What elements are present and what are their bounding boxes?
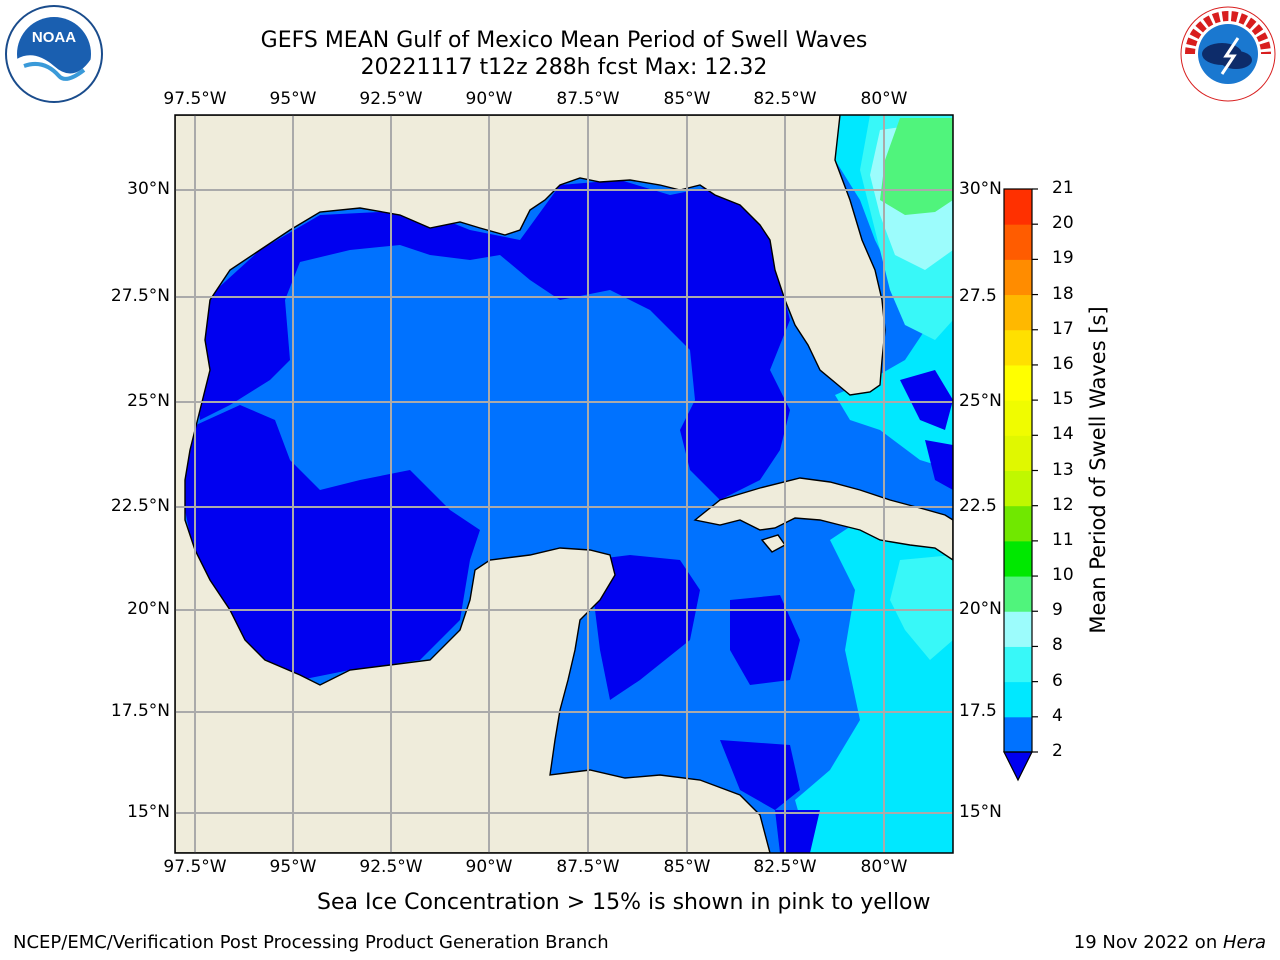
lat-tick-label-left: 15°N	[127, 802, 170, 822]
lon-tick-label-top: 85°W	[663, 89, 711, 109]
chart-subtitle: 20221117 t12z 288h fcst Max: 12.32	[360, 55, 768, 80]
colorbar-tick-label: 15	[1052, 389, 1074, 410]
colorbar-tick-label: 12	[1052, 494, 1074, 515]
colorbar-tick-label: 9	[1052, 600, 1063, 621]
colorbar	[1003, 188, 1038, 782]
colorbar-under-extension	[1003, 751, 1033, 782]
lat-tick-label-left: 17.5°N	[110, 701, 170, 721]
colorbar-tick-label: 4	[1052, 705, 1063, 726]
lon-tick-label-bottom: 80°W	[860, 857, 908, 877]
colorbar-tick-label: 17	[1052, 318, 1074, 339]
colorbar-label: Mean Period of Swell Waves [s]	[1086, 306, 1110, 634]
colorbar-tick-label: 18	[1052, 283, 1074, 304]
north-america-land	[175, 115, 886, 853]
lon-tick-label-top: 92.5°W	[359, 89, 423, 109]
land-masses	[175, 115, 953, 853]
chart-title: GEFS MEAN Gulf of Mexico Mean Period of …	[260, 28, 868, 53]
map-frame	[174, 114, 954, 854]
colorbar-band	[1004, 611, 1032, 647]
colorbar-tick-label: 21	[1052, 178, 1074, 198]
swell-under-2-west	[185, 405, 480, 680]
lat-tick-label-right: 25°N	[959, 391, 1002, 411]
lon-tick-label-bottom: 97.5°W	[163, 857, 227, 877]
nws-logo	[1180, 6, 1276, 102]
lat-tick-label-right: 27.5	[959, 286, 997, 306]
map-area	[175, 115, 953, 853]
credit-text: NCEP/EMC/Verification Post Processing Pr…	[13, 932, 609, 953]
colorbar-band	[1004, 189, 1032, 225]
noaa-logo-text: NOAA	[32, 29, 76, 46]
colorbar-tick-label: 13	[1052, 459, 1074, 480]
colorbar-tick-label: 20	[1052, 213, 1074, 234]
colorbar-band	[1004, 259, 1032, 296]
colorbar-band	[1004, 400, 1032, 436]
lat-tick-label-left: 30°N	[127, 179, 170, 199]
colorbar-band	[1004, 329, 1032, 366]
colorbar-band	[1004, 540, 1032, 577]
lat-tick-label-right: 20°N	[959, 599, 1002, 619]
lat-tick-label-right: 30°N	[959, 179, 1002, 199]
lon-tick-label-top: 97.5°W	[163, 89, 227, 109]
swell-under-2-southeast	[775, 810, 820, 853]
colorbar-band	[1004, 435, 1032, 471]
swell-under-2-caribbean	[730, 595, 800, 685]
lat-tick-label-right: 17.5	[959, 701, 997, 721]
ice-note: Sea Ice Concentration > 15% is shown in …	[317, 890, 931, 915]
lon-tick-label-bottom: 90°W	[465, 857, 513, 877]
colorbar-band	[1004, 681, 1032, 718]
gridlines	[175, 115, 953, 853]
colorbar-tick-label: 11	[1052, 529, 1074, 550]
colorbar-tick-label: 2	[1052, 741, 1063, 761]
swell-under-2-yucatan	[590, 555, 700, 700]
lon-tick-label-top: 90°W	[465, 89, 513, 109]
lat-tick-label-right: 15°N	[959, 802, 1002, 822]
lat-tick-label-right: 22.5	[959, 496, 997, 516]
lat-tick-label-left: 27.5°N	[110, 286, 170, 306]
colorbar-tick-label: 16	[1052, 353, 1074, 374]
colorbar-band	[1004, 364, 1032, 401]
date-text: 19 Nov 2022 on	[1073, 932, 1223, 953]
colorbar-tick-label: 10	[1052, 565, 1074, 586]
colorbar-band	[1004, 646, 1032, 683]
lat-tick-label-left: 22.5°N	[110, 496, 170, 516]
colorbar-band	[1004, 294, 1032, 331]
lon-tick-label-top: 95°W	[269, 89, 317, 109]
noaa-logo: NOAA	[5, 5, 103, 103]
cuba-land	[693, 477, 953, 561]
colorbar-band	[1004, 224, 1032, 260]
lon-tick-label-bottom: 87.5°W	[556, 857, 620, 877]
lon-tick-label-top: 82.5°W	[753, 89, 817, 109]
colorbar-band	[1004, 716, 1032, 753]
swell-under-2-east	[925, 440, 953, 490]
colorbar-band	[1004, 505, 1032, 542]
swell-under-2-north	[195, 180, 790, 500]
lon-tick-label-top: 87.5°W	[556, 89, 620, 109]
colorbar-band	[1004, 470, 1032, 507]
colorbar-tick-label: 8	[1052, 635, 1063, 656]
lon-tick-label-bottom: 92.5°W	[359, 857, 423, 877]
host-name: Hera	[1222, 932, 1266, 953]
swell-under-2-honduras	[720, 740, 800, 810]
swell-under-2-bahamas	[900, 370, 953, 430]
colorbar-tick-label: 19	[1052, 248, 1074, 269]
colorbar-band	[1004, 576, 1032, 612]
lon-tick-label-top: 80°W	[860, 89, 908, 109]
swell-band-6-8-south	[890, 555, 953, 660]
colorbar-tick-label: 6	[1052, 670, 1063, 691]
lat-tick-label-left: 25°N	[127, 391, 170, 411]
colorbar-tick-label: 14	[1052, 424, 1074, 445]
date-stamp: 19 Nov 2022 on Hera	[1074, 932, 1266, 953]
lat-tick-label-left: 20°N	[127, 599, 170, 619]
lon-tick-label-bottom: 82.5°W	[753, 857, 817, 877]
lon-tick-label-bottom: 95°W	[269, 857, 317, 877]
lon-tick-label-bottom: 85°W	[663, 857, 711, 877]
